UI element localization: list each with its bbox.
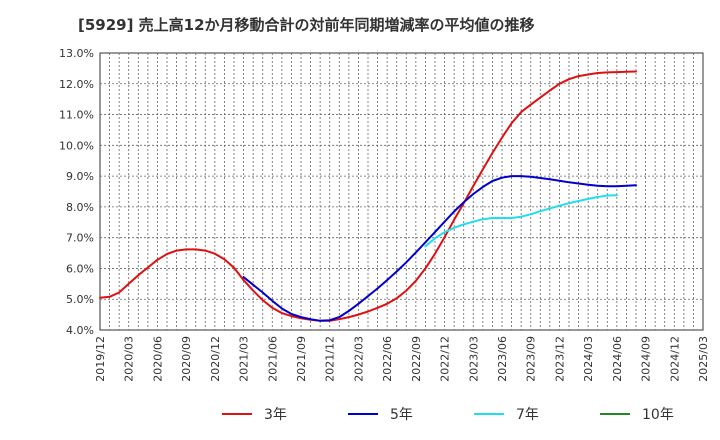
legend-label: 7年: [516, 407, 539, 423]
x-tick-label: 2023/03: [467, 336, 480, 382]
x-tick-label: 2020/12: [209, 336, 222, 382]
y-tick-label: 6.0%: [66, 262, 94, 275]
y-tick-label: 13.0%: [59, 47, 94, 60]
x-tick-label: 2024/06: [611, 336, 624, 382]
x-tick-label: 2022/06: [381, 336, 394, 382]
x-tick-label: 2020/03: [123, 336, 136, 382]
x-tick-label: 2024/03: [582, 336, 595, 382]
series-line-3: [424, 194, 618, 248]
x-tick-label: 2021/09: [295, 336, 308, 382]
x-tick-label: 2021/03: [238, 336, 251, 382]
x-tick-label: 2021/12: [324, 336, 337, 382]
legend: 3年 5年 7年 10年: [222, 407, 674, 423]
x-tick-label: 2024/09: [640, 336, 653, 382]
legend-label: 3年: [264, 407, 287, 423]
gridlines: [99, 52, 704, 331]
y-tick-label: 10.0%: [59, 139, 94, 152]
y-tick-label: 12.0%: [59, 78, 94, 91]
x-tick-label: 2023/09: [525, 336, 538, 382]
series-lines: [99, 70, 637, 322]
x-tick-label: 2021/06: [266, 336, 279, 382]
x-tick-label: 2020/06: [151, 336, 164, 382]
x-tick-label: 2024/12: [668, 336, 681, 382]
series-line-1: [99, 70, 637, 322]
x-tick-label: 2019/12: [94, 336, 107, 382]
series-line-2: [242, 175, 637, 322]
chart-title: [5929] 売上高12か月移動合計の対前年同期増減率の平均値の推移: [78, 16, 535, 34]
x-tick-label: 2023/06: [496, 336, 509, 382]
y-tick-label: 8.0%: [66, 201, 94, 214]
legend-label: 10年: [642, 407, 674, 423]
plot-frame: [99, 52, 704, 331]
y-tick-label: 9.0%: [66, 170, 94, 183]
x-tick-label: 2022/03: [352, 336, 365, 382]
x-tick-label: 2025/03: [697, 336, 710, 382]
legend-label: 5年: [390, 407, 413, 423]
y-tick-label: 4.0%: [66, 324, 94, 337]
x-tick-label: 2023/12: [553, 336, 566, 382]
x-tick-label: 2022/09: [410, 336, 423, 382]
x-tick-label: 2020/09: [180, 336, 193, 382]
y-tick-label: 11.0%: [59, 109, 94, 122]
y-tick-label: 5.0%: [66, 293, 94, 306]
axes: 4.0% 5.0% 6.0% 7.0% 8.0% 9.0% 10.0% 11.0% 12.0% 1…: [59, 47, 710, 382]
x-tick-label: 2022/12: [439, 336, 452, 382]
y-tick-label: 7.0%: [66, 232, 94, 245]
